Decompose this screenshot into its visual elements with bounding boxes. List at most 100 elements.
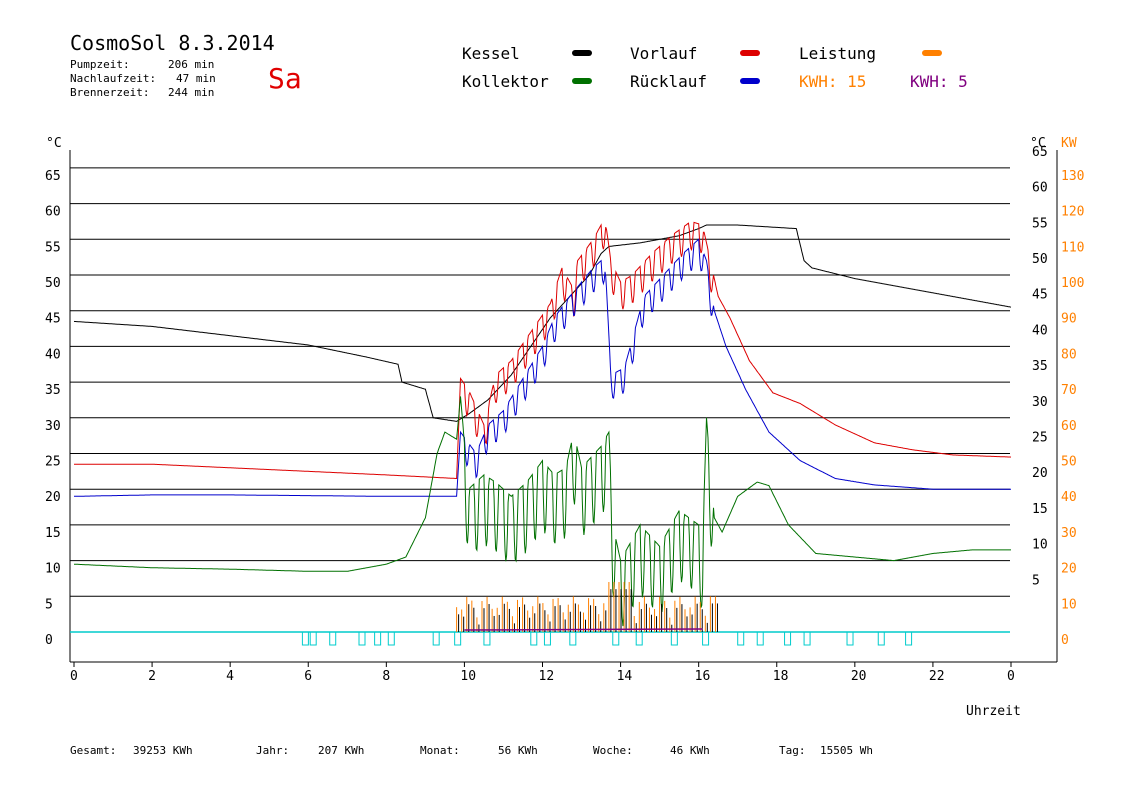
total-label-jahr: Jahr: bbox=[256, 744, 290, 757]
pump-marker bbox=[737, 631, 745, 646]
y-tick-right-temp: 65 bbox=[1032, 145, 1048, 160]
y-tick-right-temp: 20 bbox=[1032, 466, 1048, 481]
pump-marker bbox=[454, 631, 462, 646]
x-axis-label: Uhrzeit bbox=[966, 704, 1021, 719]
x-tick-label: 10 bbox=[460, 669, 476, 684]
y-tick-right-temp: 15 bbox=[1032, 502, 1048, 517]
pump-marker bbox=[374, 631, 382, 646]
pump-marker bbox=[301, 631, 309, 646]
legend-swatch-leistung bbox=[922, 50, 942, 56]
pump-marker bbox=[358, 631, 366, 646]
y-tick-right-power: 50 bbox=[1061, 455, 1077, 470]
series-line-ruecklauf bbox=[74, 238, 1011, 497]
stat-label-nachlaufzeit: Nachlaufzeit: bbox=[70, 72, 157, 85]
pump-marker bbox=[387, 631, 395, 646]
y-tick-left: 40 bbox=[45, 347, 61, 362]
x-tick-label: 0 bbox=[1007, 669, 1015, 684]
y-tick-right-temp: 30 bbox=[1032, 395, 1048, 410]
y-tick-left: 65 bbox=[45, 169, 61, 184]
tick-labels: 0510152025303540455055606551015202530354… bbox=[45, 145, 1084, 684]
total-value-jahr: 207 KWh bbox=[318, 744, 365, 757]
y-tick-left: 55 bbox=[45, 240, 61, 255]
x-tick-label: 16 bbox=[695, 669, 711, 684]
y-tick-right-power: 0 bbox=[1061, 633, 1069, 648]
total-label-tag: Tag: bbox=[779, 744, 806, 757]
pump-marker bbox=[329, 631, 337, 646]
y-tick-left: 20 bbox=[45, 490, 61, 505]
grid-lines bbox=[70, 167, 1010, 597]
total-label-gesamt: Gesamt: bbox=[70, 744, 117, 757]
y-tick-right-power: 110 bbox=[1061, 240, 1084, 255]
kwh-total-orange: KWH: 15 bbox=[799, 72, 867, 91]
series-line-vorlauf bbox=[74, 221, 1012, 479]
pump-marker bbox=[846, 631, 854, 646]
power-spikes bbox=[456, 582, 718, 632]
total-value-monat: 56 KWh bbox=[498, 744, 538, 757]
y-tick-right-power: 100 bbox=[1061, 276, 1084, 291]
y-tick-left: 25 bbox=[45, 455, 61, 470]
x-tick-label: 18 bbox=[773, 669, 789, 684]
legend-label-kollektor: Kollektor bbox=[462, 72, 549, 91]
legend-swatch-ruecklauf bbox=[740, 78, 760, 84]
y-tick-right-temp: 40 bbox=[1032, 323, 1048, 338]
chart-title: CosmoSol 8.3.2014 bbox=[70, 31, 275, 55]
kwh-total-purple: KWH: 5 bbox=[910, 72, 968, 91]
weekday-label: Sa bbox=[268, 62, 302, 95]
y-tick-right-power: 90 bbox=[1061, 312, 1077, 327]
pump-marker bbox=[784, 631, 792, 646]
x-tick-label: 8 bbox=[382, 669, 390, 684]
total-value-tag: 15505 Wh bbox=[820, 744, 873, 757]
x-tick-label: 12 bbox=[539, 669, 555, 684]
series-line-kollektor bbox=[74, 396, 1011, 627]
pump-marker bbox=[803, 631, 811, 646]
stat-value-pumpzeit: 206 min bbox=[168, 58, 215, 71]
pump-marker bbox=[569, 631, 577, 646]
pump-marker bbox=[483, 631, 491, 646]
pump-marker bbox=[877, 631, 885, 646]
pump-marker bbox=[905, 631, 913, 646]
y-tick-left: 50 bbox=[45, 276, 61, 291]
y-tick-left: 5 bbox=[45, 597, 53, 612]
y-unit-right-power: KW bbox=[1061, 136, 1077, 151]
y-tick-left: 10 bbox=[45, 562, 61, 577]
y-tick-right-power: 10 bbox=[1061, 597, 1077, 612]
y-tick-right-temp: 45 bbox=[1032, 288, 1048, 303]
y-tick-right-power: 130 bbox=[1061, 169, 1084, 184]
y-tick-left: 45 bbox=[45, 312, 61, 327]
stat-label-brennerzeit: Brennerzeit: bbox=[70, 86, 150, 99]
y-tick-right-power: 30 bbox=[1061, 526, 1077, 541]
y-tick-left: 35 bbox=[45, 383, 61, 398]
pump-marker bbox=[530, 631, 538, 646]
y-unit-right-temp: °C bbox=[1030, 136, 1046, 151]
x-tick-label: 2 bbox=[148, 669, 156, 684]
x-tick-label: 20 bbox=[851, 669, 867, 684]
y-tick-left: 0 bbox=[45, 633, 53, 648]
stat-value-brennerzeit: 244 min bbox=[168, 86, 215, 99]
y-tick-left: 60 bbox=[45, 205, 61, 220]
pump-marker bbox=[635, 631, 643, 646]
legend-label-leistung: Leistung bbox=[799, 44, 877, 63]
x-tick-label: 4 bbox=[226, 669, 234, 684]
stat-label-pumpzeit: Pumpzeit: bbox=[70, 58, 130, 71]
pump-marker bbox=[432, 631, 440, 646]
y-tick-right-temp: 35 bbox=[1032, 359, 1048, 374]
x-tick-label: 14 bbox=[617, 669, 633, 684]
y-tick-right-temp: 10 bbox=[1032, 538, 1048, 553]
legend-label-ruecklauf: Rücklauf bbox=[630, 72, 708, 91]
legend-swatch-kessel bbox=[572, 50, 592, 56]
x-tick-label: 6 bbox=[304, 669, 312, 684]
y-tick-right-power: 120 bbox=[1061, 205, 1084, 220]
legend-label-kessel: Kessel bbox=[462, 44, 520, 63]
chart-axes bbox=[69, 150, 1058, 663]
series-line-kessel bbox=[73, 224, 1012, 422]
series-lines bbox=[73, 221, 1012, 632]
y-tick-right-temp: 5 bbox=[1032, 573, 1040, 588]
pump-markers bbox=[70, 631, 1010, 646]
total-label-woche: Woche: bbox=[593, 744, 633, 757]
y-tick-right-power: 60 bbox=[1061, 419, 1077, 434]
pump-marker bbox=[756, 631, 764, 646]
legend-label-vorlauf: Vorlauf bbox=[630, 44, 698, 63]
pump-marker bbox=[702, 631, 710, 646]
stat-value-nachlaufzeit: 47 min bbox=[176, 72, 216, 85]
